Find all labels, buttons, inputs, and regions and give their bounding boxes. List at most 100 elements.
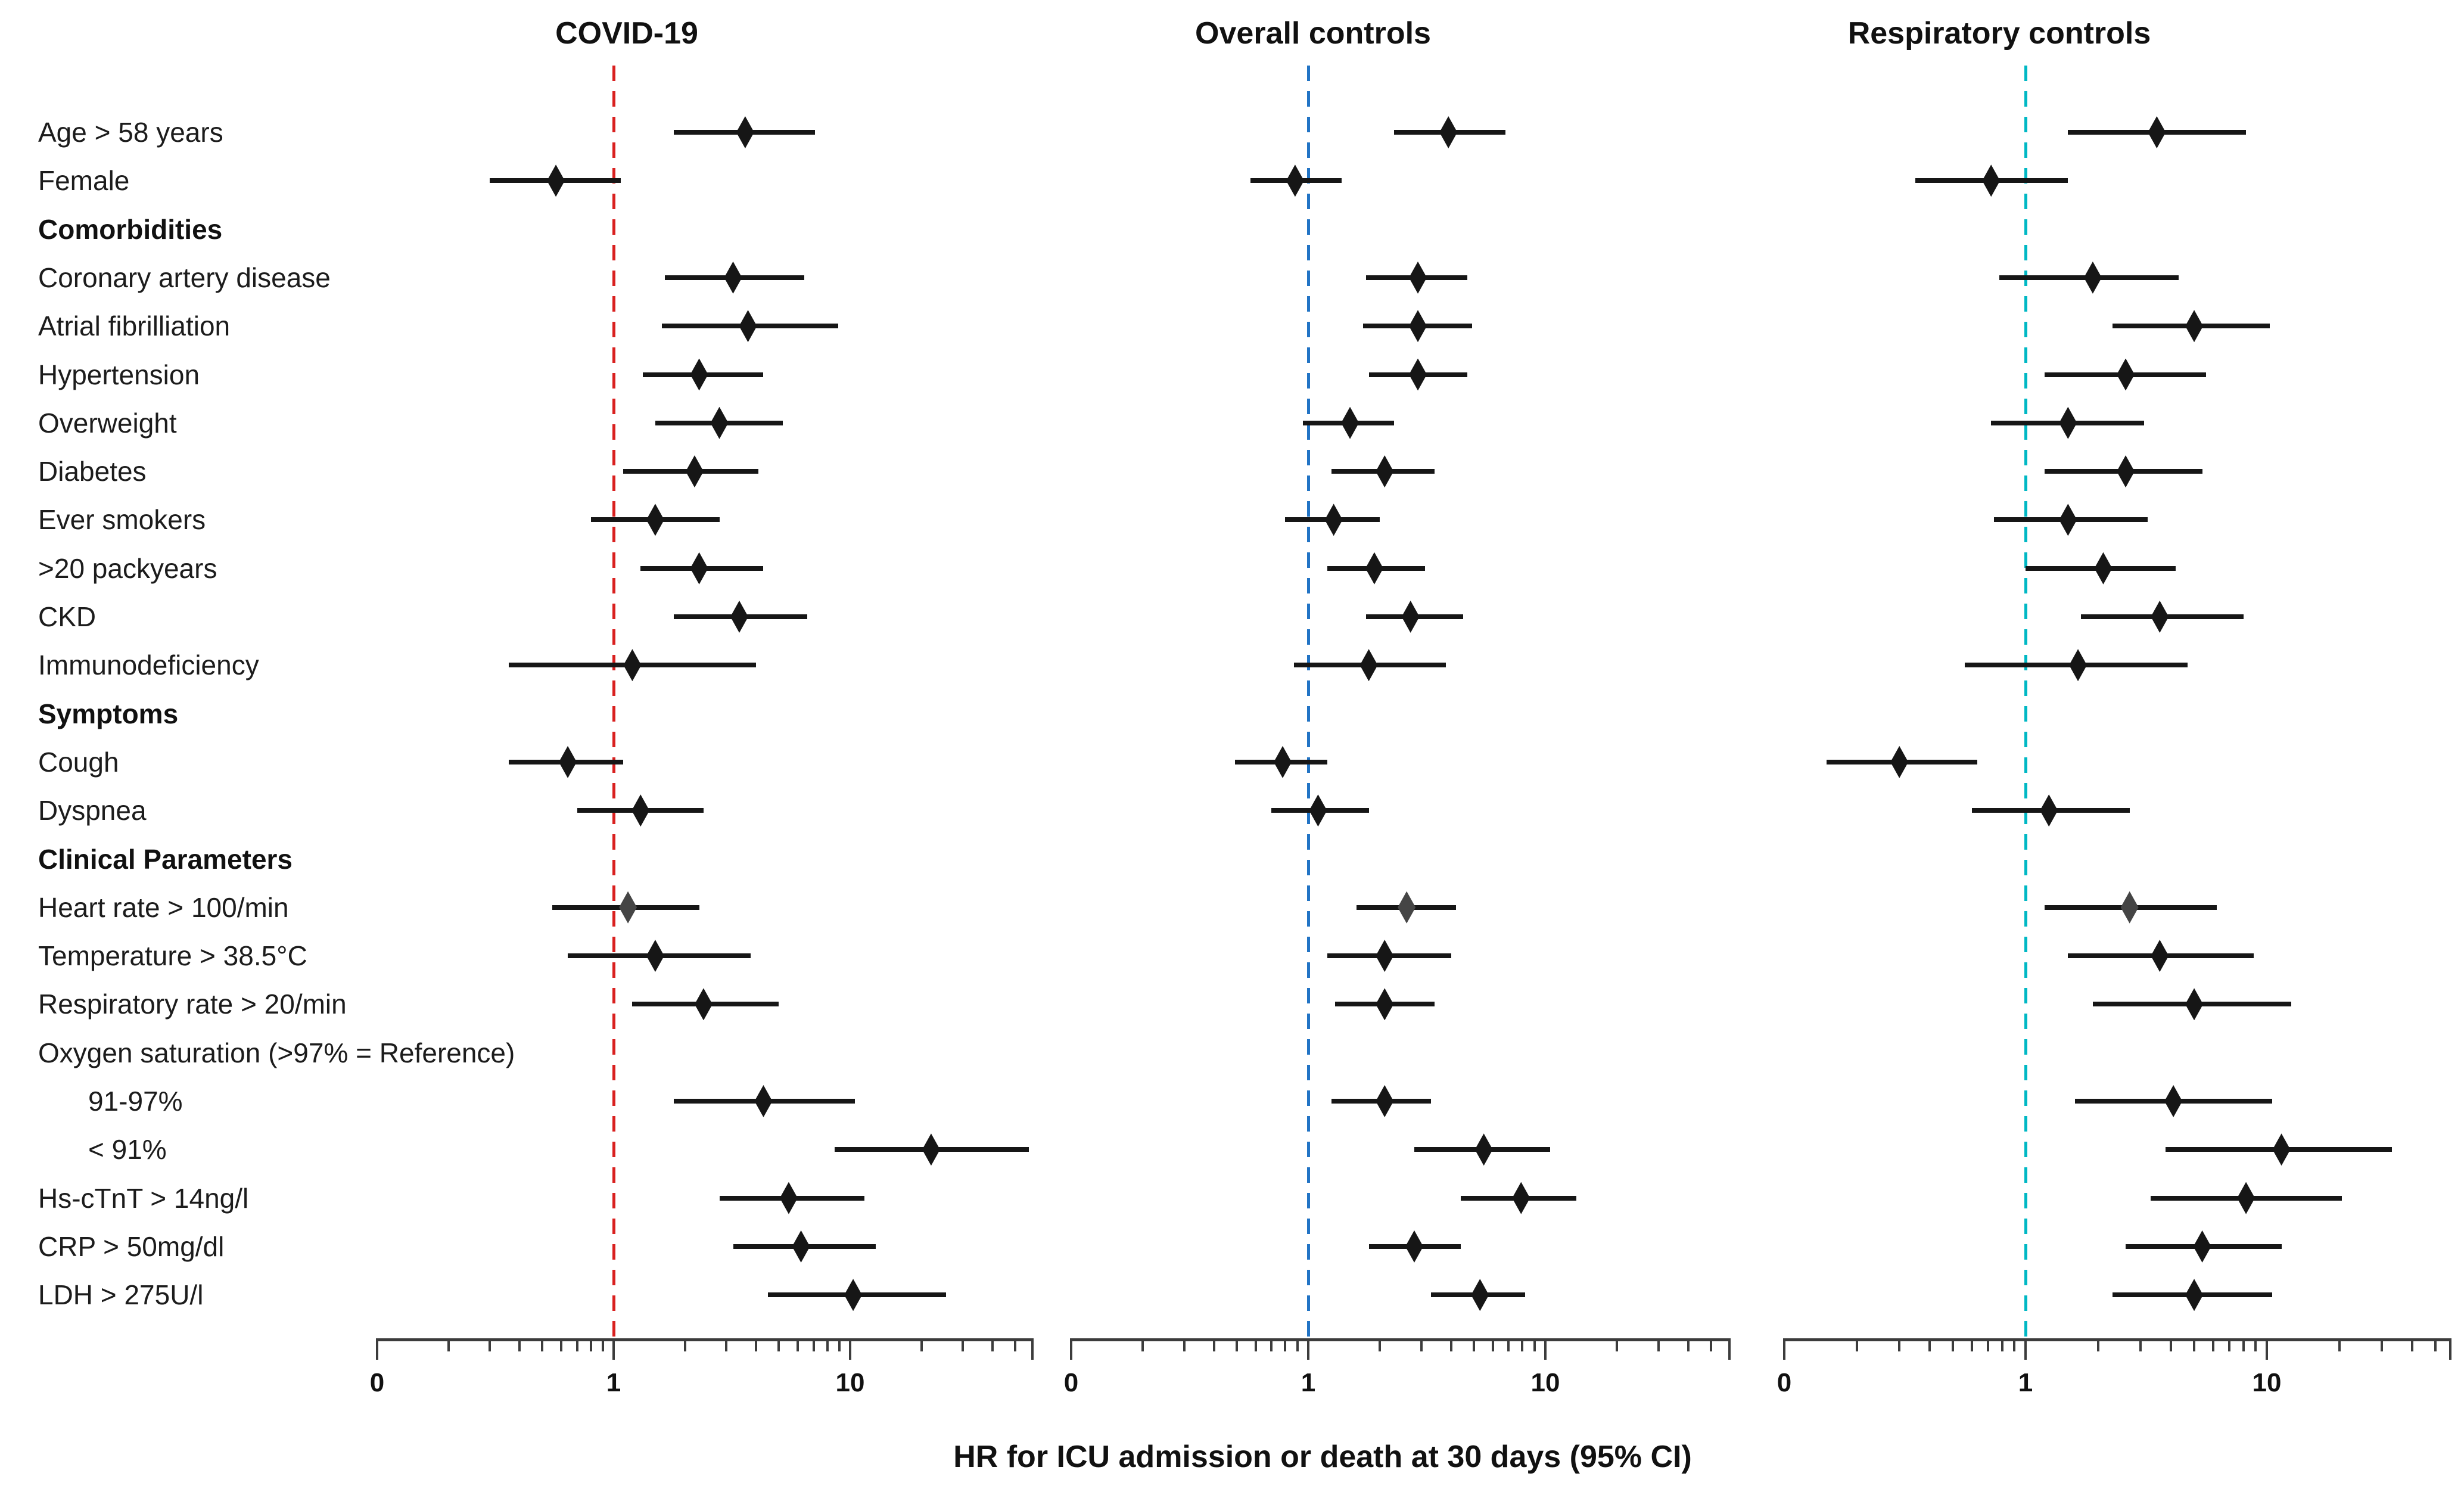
- point-diamond: [1982, 164, 2001, 197]
- x-axis-tick-label: 1: [2018, 1368, 2033, 1397]
- row-label: Coronary artery disease: [38, 262, 331, 293]
- point-diamond: [2120, 891, 2139, 924]
- x-axis-minor-tick: [1296, 1338, 1299, 1351]
- row-label: Ever smokers: [38, 504, 206, 536]
- x-axis-major-tick: [849, 1338, 851, 1360]
- point-diamond: [2185, 310, 2204, 343]
- point-diamond: [2094, 552, 2113, 585]
- point-diamond: [559, 745, 577, 778]
- x-axis-tick-label: 1: [606, 1368, 621, 1397]
- x-axis-minor-tick: [1212, 1338, 1215, 1351]
- point-diamond: [2069, 649, 2087, 682]
- point-diamond: [1890, 745, 1909, 778]
- point-diamond: [2059, 406, 2077, 439]
- row-label: Respiratory rate > 20/min: [38, 989, 347, 1020]
- x-axis-minor-tick: [1533, 1338, 1536, 1351]
- x-axis-minor-tick: [2212, 1338, 2215, 1351]
- row-label: Heart rate > 100/min: [38, 891, 289, 923]
- point-diamond: [844, 1279, 863, 1311]
- x-axis-minor-tick: [541, 1338, 544, 1351]
- row-label: 91-97%: [88, 1086, 183, 1117]
- x-axis-minor-tick: [1270, 1338, 1273, 1351]
- x-axis-end-tick: [1728, 1338, 1731, 1360]
- point-diamond: [1409, 261, 1427, 294]
- point-diamond: [631, 794, 650, 827]
- x-axis-major-tick: [1307, 1338, 1309, 1360]
- x-axis-minor-tick: [2096, 1338, 2099, 1351]
- point-diamond: [1309, 794, 1327, 827]
- point-diamond: [779, 1182, 798, 1214]
- point-diamond: [1405, 1230, 1423, 1263]
- point-diamond: [2272, 1133, 2291, 1166]
- point-diamond: [724, 261, 742, 294]
- point-diamond: [1471, 1279, 1489, 1311]
- row-label: Hypertension: [38, 359, 200, 390]
- point-diamond: [1409, 358, 1427, 391]
- row-label: Cough: [38, 746, 119, 778]
- point-diamond: [1409, 310, 1427, 343]
- point-diamond: [736, 116, 754, 148]
- x-axis-respiratory: [1784, 1338, 2451, 1341]
- x-axis-major-tick: [1544, 1338, 1547, 1360]
- point-diamond: [2237, 1182, 2255, 1214]
- x-axis-tick-label: 0: [1063, 1368, 1079, 1397]
- point-diamond: [690, 552, 708, 585]
- x-axis-minor-tick: [2193, 1338, 2196, 1351]
- row-label: Diabetes: [38, 456, 147, 487]
- point-diamond: [2117, 358, 2135, 391]
- x-axis-minor-tick: [1657, 1338, 1660, 1351]
- row-label: Overweight: [38, 407, 177, 439]
- x-axis-minor-tick: [1971, 1338, 1974, 1351]
- x-axis-minor-tick: [1507, 1338, 1510, 1351]
- x-axis-minor-tick: [725, 1338, 728, 1351]
- row-label: Hs-cTnT > 14ng/l: [38, 1182, 249, 1214]
- section-header: Clinical Parameters: [38, 843, 293, 875]
- row-label: >20 packyears: [38, 552, 217, 584]
- point-diamond: [619, 891, 637, 924]
- point-diamond: [2185, 1279, 2204, 1311]
- point-diamond: [2151, 940, 2169, 972]
- panel-title-covid: COVID-19: [555, 16, 698, 51]
- reference-line-overall: [1307, 66, 1310, 1338]
- x-axis-minor-tick: [812, 1338, 815, 1351]
- x-axis-minor-tick: [1710, 1338, 1713, 1351]
- reference-line-covid: [612, 66, 615, 1338]
- x-axis-minor-tick: [1378, 1338, 1381, 1351]
- point-diamond: [2185, 988, 2204, 1021]
- x-axis-minor-tick: [1254, 1338, 1257, 1351]
- x-axis-minor-tick: [1491, 1338, 1494, 1351]
- x-axis-minor-tick: [1928, 1338, 1931, 1351]
- point-diamond: [2151, 601, 2169, 633]
- panel-title-overall: Overall controls: [1195, 16, 1431, 51]
- x-axis-major-tick: [1783, 1338, 1785, 1360]
- x-axis-minor-tick: [2410, 1338, 2413, 1351]
- point-diamond: [2040, 794, 2058, 827]
- row-label: LDH > 275U/l: [38, 1279, 204, 1311]
- point-diamond: [739, 310, 757, 343]
- x-axis-minor-tick: [826, 1338, 829, 1351]
- point-diamond: [646, 504, 664, 536]
- x-axis-minor-tick: [1521, 1338, 1524, 1351]
- x-axis-minor-tick: [1615, 1338, 1618, 1351]
- point-diamond: [2117, 455, 2135, 488]
- x-axis-covid: [377, 1338, 1034, 1341]
- x-axis-major-tick: [2266, 1338, 2268, 1360]
- point-diamond: [690, 358, 708, 391]
- x-axis-minor-tick: [1420, 1338, 1423, 1351]
- row-label: Immunodeficiency: [38, 649, 259, 681]
- row-label: CRP > 50mg/dl: [38, 1230, 225, 1262]
- row-label: Oxygen saturation (>97% = Reference): [38, 1037, 515, 1068]
- point-diamond: [730, 601, 748, 633]
- x-axis-minor-tick: [1183, 1338, 1186, 1351]
- point-diamond: [1274, 745, 1292, 778]
- x-axis-tick-label: 1: [1301, 1368, 1316, 1397]
- x-axis-tick-label: 0: [369, 1368, 385, 1397]
- point-diamond: [1512, 1182, 1530, 1214]
- point-diamond: [710, 406, 729, 439]
- x-axis-major-tick: [2024, 1338, 2027, 1360]
- x-axis-minor-tick: [1987, 1338, 1990, 1351]
- x-axis-major-tick: [376, 1338, 378, 1360]
- point-diamond: [1376, 1085, 1394, 1117]
- x-axis-minor-tick: [2242, 1338, 2245, 1351]
- point-diamond: [547, 164, 565, 197]
